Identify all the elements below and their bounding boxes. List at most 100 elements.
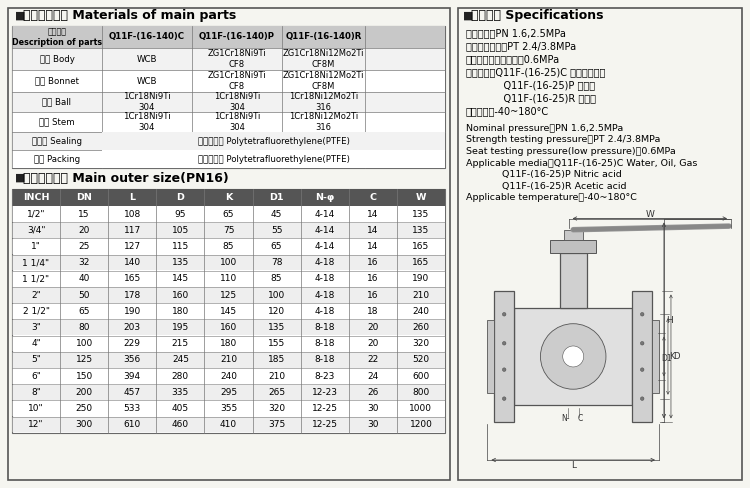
Text: ZG1Cr18Ni12Mo2Ti
CF8M: ZG1Cr18Ni12Mo2Ti CF8M bbox=[283, 49, 364, 69]
Text: 125: 125 bbox=[76, 355, 93, 365]
Text: 533: 533 bbox=[124, 404, 141, 413]
FancyBboxPatch shape bbox=[550, 240, 596, 252]
FancyBboxPatch shape bbox=[652, 320, 659, 393]
Text: 203: 203 bbox=[124, 323, 141, 332]
Text: ■: ■ bbox=[463, 11, 473, 21]
Text: 120: 120 bbox=[268, 307, 285, 316]
Text: N-: N- bbox=[562, 414, 570, 423]
Circle shape bbox=[503, 397, 506, 401]
Text: 2 1/2": 2 1/2" bbox=[22, 307, 50, 316]
FancyBboxPatch shape bbox=[13, 287, 445, 303]
Text: 295: 295 bbox=[220, 388, 237, 397]
Text: 140: 140 bbox=[124, 258, 141, 267]
Text: Q11F-(16-25)R Acetic acid: Q11F-(16-25)R Acetic acid bbox=[466, 182, 626, 190]
Text: N-φ: N-φ bbox=[315, 193, 334, 202]
Text: 14: 14 bbox=[368, 242, 379, 251]
FancyBboxPatch shape bbox=[12, 189, 445, 433]
Text: 165: 165 bbox=[124, 274, 141, 284]
Text: 低压气密封试验压力：0.6MPa: 低压气密封试验压力：0.6MPa bbox=[466, 54, 560, 64]
FancyBboxPatch shape bbox=[560, 252, 586, 308]
FancyBboxPatch shape bbox=[13, 70, 445, 92]
Circle shape bbox=[503, 342, 506, 345]
Text: 强度试验压力：PT 2.4/3.8MPa: 强度试验压力：PT 2.4/3.8MPa bbox=[466, 41, 576, 51]
Text: 适用介质：Q11F-(16-25)C 水、油品、气: 适用介质：Q11F-(16-25)C 水、油品、气 bbox=[466, 67, 605, 77]
Text: 127: 127 bbox=[124, 242, 141, 251]
FancyBboxPatch shape bbox=[13, 417, 445, 432]
Text: 405: 405 bbox=[172, 404, 189, 413]
Text: 1": 1" bbox=[31, 242, 41, 251]
Text: DN: DN bbox=[76, 193, 92, 202]
Text: 245: 245 bbox=[172, 355, 189, 365]
Text: 394: 394 bbox=[124, 371, 141, 381]
Text: 190: 190 bbox=[413, 274, 430, 284]
Text: INCH: INCH bbox=[22, 193, 50, 202]
FancyBboxPatch shape bbox=[458, 8, 742, 480]
FancyBboxPatch shape bbox=[564, 230, 583, 240]
Text: 8": 8" bbox=[31, 388, 41, 397]
Text: 填料 Packing: 填料 Packing bbox=[34, 155, 80, 163]
Text: 145: 145 bbox=[220, 307, 237, 316]
Text: 145: 145 bbox=[172, 274, 189, 284]
Text: 356: 356 bbox=[124, 355, 141, 365]
Text: 32: 32 bbox=[79, 258, 90, 267]
Text: L: L bbox=[571, 461, 576, 469]
Text: 178: 178 bbox=[124, 290, 141, 300]
Text: L: L bbox=[129, 193, 135, 202]
Text: 20: 20 bbox=[368, 323, 379, 332]
Circle shape bbox=[562, 346, 584, 367]
Text: 210: 210 bbox=[268, 371, 285, 381]
Text: 1000: 1000 bbox=[410, 404, 433, 413]
Text: 100: 100 bbox=[76, 339, 93, 348]
Text: 250: 250 bbox=[76, 404, 93, 413]
Text: 8-18: 8-18 bbox=[314, 355, 335, 365]
Text: 115: 115 bbox=[172, 242, 189, 251]
FancyBboxPatch shape bbox=[103, 132, 445, 150]
Text: 4-14: 4-14 bbox=[314, 242, 334, 251]
Text: Applicable temperature：-40~180°C: Applicable temperature：-40~180°C bbox=[466, 193, 637, 202]
FancyBboxPatch shape bbox=[514, 308, 632, 405]
FancyBboxPatch shape bbox=[13, 206, 445, 222]
Text: 12-23: 12-23 bbox=[312, 388, 338, 397]
Text: 355: 355 bbox=[220, 404, 237, 413]
Text: C: C bbox=[369, 193, 376, 202]
Text: 4-18: 4-18 bbox=[314, 274, 335, 284]
Text: 25: 25 bbox=[79, 242, 90, 251]
Text: 4-14: 4-14 bbox=[314, 226, 334, 235]
Text: 40: 40 bbox=[79, 274, 90, 284]
Text: 阀盖 Bonnet: 阀盖 Bonnet bbox=[35, 77, 79, 85]
Text: 135: 135 bbox=[413, 210, 430, 219]
Text: K: K bbox=[225, 193, 232, 202]
Text: 520: 520 bbox=[413, 355, 430, 365]
Text: 95: 95 bbox=[175, 210, 186, 219]
Text: 210: 210 bbox=[413, 290, 430, 300]
Text: 10": 10" bbox=[28, 404, 44, 413]
Text: 6": 6" bbox=[31, 371, 41, 381]
FancyBboxPatch shape bbox=[13, 352, 445, 367]
FancyBboxPatch shape bbox=[13, 150, 445, 167]
Text: 265: 265 bbox=[268, 388, 285, 397]
Text: 主要外形尺寸 Main outer size(PN16): 主要外形尺寸 Main outer size(PN16) bbox=[23, 171, 229, 184]
FancyBboxPatch shape bbox=[12, 26, 445, 168]
FancyBboxPatch shape bbox=[13, 239, 445, 254]
Text: 180: 180 bbox=[172, 307, 189, 316]
Text: 335: 335 bbox=[172, 388, 189, 397]
FancyBboxPatch shape bbox=[488, 320, 494, 393]
Circle shape bbox=[640, 342, 644, 345]
FancyBboxPatch shape bbox=[13, 385, 445, 400]
Text: 110: 110 bbox=[220, 274, 237, 284]
Text: W: W bbox=[416, 193, 426, 202]
Text: 8-18: 8-18 bbox=[314, 339, 335, 348]
Text: 78: 78 bbox=[271, 258, 282, 267]
FancyBboxPatch shape bbox=[12, 26, 445, 48]
Text: 4-18: 4-18 bbox=[314, 258, 335, 267]
Circle shape bbox=[640, 312, 644, 316]
FancyBboxPatch shape bbox=[13, 223, 445, 238]
Text: Seat testing pressure(low pressure)：0.6MPa: Seat testing pressure(low pressure)：0.6M… bbox=[466, 147, 676, 156]
FancyBboxPatch shape bbox=[13, 132, 445, 150]
Text: 100: 100 bbox=[220, 258, 237, 267]
Text: 2": 2" bbox=[32, 290, 41, 300]
Text: 50: 50 bbox=[79, 290, 90, 300]
Text: 阀杆 Stem: 阀杆 Stem bbox=[39, 118, 75, 126]
Text: 16: 16 bbox=[367, 290, 379, 300]
Text: 密封圈 Sealing: 密封圈 Sealing bbox=[32, 137, 82, 145]
